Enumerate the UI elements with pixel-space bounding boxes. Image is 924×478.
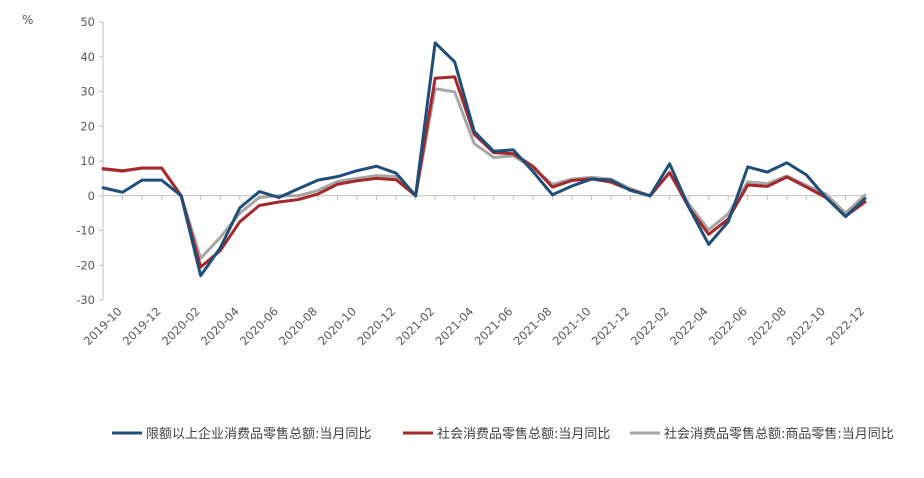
x-tick-label: 2020-02 [159,304,203,348]
x-tick-label: 2022-04 [667,304,711,348]
x-tick-label: 2022-08 [745,304,789,348]
x-tick-label: 2020-12 [354,304,398,348]
legend-label-3: 社会消费品零售总额:商品零售:当月同比 [664,426,894,442]
y-axis: -30 -20 -10 0 10 20 30 40 50 [76,15,104,307]
y-tick-label: 20 [80,119,95,133]
x-tick-label: 2020-06 [237,304,281,348]
y-tick-label: -30 [76,293,95,307]
legend-label-2: 社会消费品零售总额:当月同比 [437,426,610,442]
series-lines [101,41,867,278]
x-tick-label: 2021-06 [472,304,516,348]
x-tick-label: 2021-02 [393,304,437,348]
series-line-1 [101,41,867,278]
y-tick-label: -10 [76,224,95,238]
x-tick-label: 2021-08 [511,304,555,348]
y-tick-label: 40 [80,50,95,64]
y-tick-label: 30 [80,85,95,99]
x-tick-label: 2019-10 [81,304,125,348]
series-line-3 [101,87,867,260]
x-tick-label: 2022-12 [823,304,867,348]
y-tick-label: 50 [80,15,95,29]
x-tick-label: 2019-12 [120,304,164,348]
legend: 限额以上企业消费品零售总额:当月同比 社会消费品零售总额:当月同比 社会消费品零售总… [112,426,894,442]
x-tick-label: 2022-02 [628,304,672,348]
y-axis-unit-label: % [22,13,33,27]
x-tick-label: 2020-10 [315,304,359,348]
x-tick-label: 2021-12 [589,304,633,348]
x-tick-label: 2022-10 [784,304,828,348]
x-tick-label: 2020-04 [198,304,242,348]
y-tick-label: 0 [88,189,95,203]
x-tick-label: 2021-04 [432,304,476,348]
y-tick-label: -20 [76,258,95,272]
x-tick-label: 2022-06 [706,304,750,348]
x-tick-label: 2021-10 [550,304,594,348]
x-tick-label: 2020-08 [276,304,320,348]
legend-label-1: 限额以上企业消费品零售总额:当月同比 [146,426,371,442]
y-tick-label: 10 [80,154,95,168]
